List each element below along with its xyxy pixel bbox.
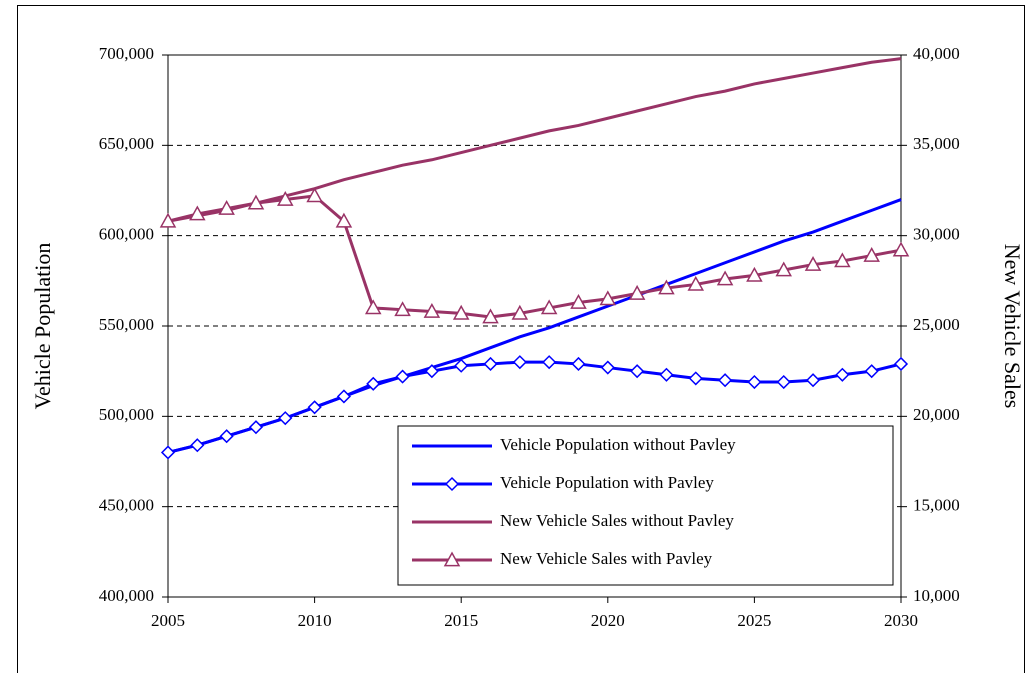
legend-label: New Vehicle Sales with Pavley [500, 549, 713, 568]
triangle-marker [687, 275, 705, 291]
legend-label: Vehicle Population with Pavley [500, 473, 714, 492]
triangle-marker [482, 308, 499, 324]
diamond-marker [248, 420, 264, 435]
y2-tick-label: 30,000 [913, 225, 960, 244]
triangle-marker [599, 290, 617, 306]
diamond-marker [835, 367, 850, 382]
triangle-marker [247, 194, 265, 210]
y2-tick-label: 40,000 [913, 44, 960, 63]
y-tick-label: 650,000 [99, 134, 154, 153]
y-tick-label: 400,000 [99, 586, 154, 605]
diamond-marker [160, 445, 176, 460]
triangle-marker [834, 252, 851, 268]
diamond-marker [893, 356, 909, 372]
series-line [167, 194, 902, 319]
triangle-marker [892, 241, 910, 257]
diamond-marker [190, 438, 205, 453]
triangle-marker [423, 303, 441, 318]
diamond-marker [444, 476, 460, 492]
diamond-marker [571, 356, 586, 372]
x-tick-label: 2025 [737, 611, 771, 630]
diamond-marker [630, 364, 645, 379]
triangle-marker [570, 293, 587, 309]
triangle-marker [540, 299, 558, 315]
triangle-marker [746, 266, 763, 282]
diamond-marker [776, 374, 791, 390]
legend-label: Vehicle Population without Pavley [500, 435, 736, 454]
triangle-marker [277, 190, 294, 206]
triangle-marker [628, 284, 646, 300]
triangle-marker [775, 261, 792, 277]
triangle-marker [335, 212, 353, 228]
y-tick-label: 700,000 [99, 44, 154, 63]
triangle-marker [863, 246, 880, 262]
triangle-marker [804, 256, 822, 271]
x-tick-label: 2020 [591, 611, 625, 630]
plot-frame [167, 54, 902, 598]
diamond-marker [395, 369, 410, 384]
y-tick-label: 450,000 [99, 496, 154, 515]
x-tick-label: 2005 [151, 611, 185, 630]
y2-tick-label: 25,000 [913, 315, 960, 334]
triangle-marker [394, 301, 411, 317]
diamond-marker [600, 360, 615, 375]
x-tick-label: 2030 [884, 611, 918, 630]
legend-label: New Vehicle Sales without Pavley [500, 511, 734, 530]
diamond-marker [747, 374, 762, 390]
chart-frame [17, 5, 1025, 673]
triangle-marker [218, 200, 235, 215]
triangle-marker [452, 304, 470, 320]
triangle-marker [159, 212, 177, 228]
triangle-marker [364, 299, 382, 315]
y2-tick-label: 10,000 [913, 586, 960, 605]
diamond-marker [483, 356, 498, 372]
triangle-marker [511, 304, 529, 320]
y2-axis-title: New Vehicle Sales [1000, 244, 1025, 409]
diamond-marker [718, 373, 733, 388]
diamond-marker [219, 429, 234, 444]
y2-tick-label: 15,000 [913, 496, 960, 515]
triangle-marker [306, 187, 323, 203]
triangle-marker [443, 551, 461, 567]
diamond-marker [542, 355, 557, 370]
series-line [167, 57, 902, 223]
y2-tick-label: 20,000 [913, 405, 960, 424]
triangle-marker [658, 279, 675, 295]
triangle-marker [716, 270, 734, 286]
diamond-marker [454, 358, 469, 373]
diamond-marker [659, 367, 674, 382]
diamond-marker [864, 364, 879, 379]
diamond-marker [512, 355, 527, 370]
y-tick-label: 500,000 [99, 405, 154, 424]
x-tick-label: 2015 [444, 611, 478, 630]
diamond-marker [688, 371, 703, 386]
y-axis-title: Vehicle Population [30, 243, 55, 410]
diamond-marker [336, 389, 351, 404]
diamond-marker [278, 411, 293, 426]
y-tick-label: 600,000 [99, 225, 154, 244]
x-tick-label: 2010 [298, 611, 332, 630]
diamond-marker [366, 376, 381, 391]
diamond-marker [805, 373, 821, 388]
diamond-marker [424, 364, 439, 379]
y-tick-label: 550,000 [99, 315, 154, 334]
triangle-marker [189, 205, 206, 221]
diamond-marker [307, 400, 322, 415]
y2-tick-label: 35,000 [913, 134, 960, 153]
